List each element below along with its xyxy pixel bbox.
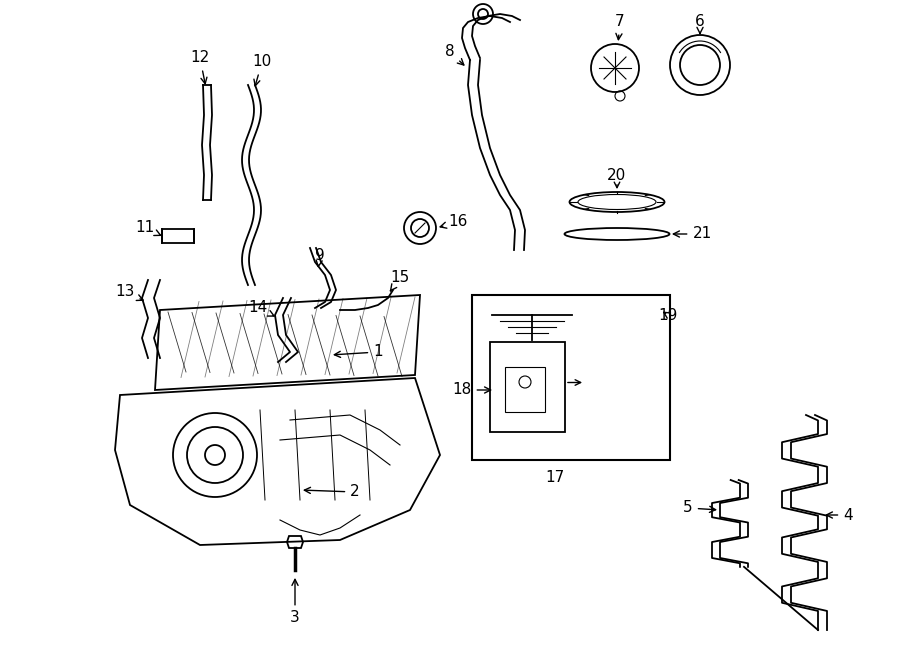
- Text: 10: 10: [252, 54, 272, 86]
- Text: 12: 12: [191, 50, 210, 84]
- Text: 15: 15: [391, 270, 410, 291]
- Text: 2: 2: [304, 485, 360, 500]
- Text: 19: 19: [658, 307, 678, 323]
- Text: 20: 20: [608, 167, 626, 182]
- Text: 16: 16: [440, 215, 468, 229]
- Text: 4: 4: [826, 508, 853, 522]
- Bar: [162, 229, 194, 243]
- Text: 14: 14: [248, 301, 274, 316]
- Bar: [505, 367, 545, 412]
- Text: 17: 17: [545, 471, 564, 485]
- Text: 6: 6: [695, 15, 705, 34]
- Text: 3: 3: [290, 579, 300, 625]
- Text: 8: 8: [446, 44, 464, 65]
- Text: 21: 21: [673, 227, 712, 241]
- Bar: [472, 295, 670, 460]
- Text: 1: 1: [334, 344, 382, 360]
- Text: 7: 7: [616, 15, 625, 40]
- Text: 18: 18: [453, 383, 490, 397]
- Text: 13: 13: [115, 284, 143, 301]
- Text: 11: 11: [135, 221, 161, 235]
- Text: 5: 5: [683, 500, 716, 516]
- Text: 9: 9: [315, 247, 325, 266]
- Bar: [490, 342, 565, 432]
